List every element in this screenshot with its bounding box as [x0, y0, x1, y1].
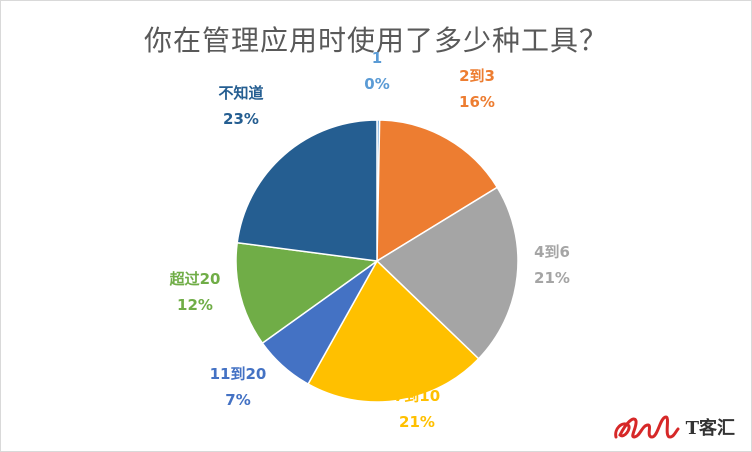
pie-slices	[235, 119, 519, 403]
pie-slice-2	[375, 186, 519, 360]
pie-slice-6	[236, 119, 378, 262]
pie-slice-5	[235, 241, 379, 345]
slice-category-label-5: 超过20	[169, 270, 221, 288]
slice-category-label-6: 不知道	[218, 84, 263, 102]
watermark: T客汇	[612, 411, 735, 443]
slice-value-label-3: 21%	[399, 413, 435, 431]
red-cursive-logo-icon	[613, 415, 680, 439]
slice-value-label-2: 21%	[534, 269, 570, 287]
pie-labels: 1 0% 2到3 16% 4到6 21% 7到10 21% 11到20 7% 超过20 12% 不知道 2…	[169, 49, 570, 431]
slice-category-label-1: 2到3	[459, 67, 495, 85]
slice-category-label-4: 11到20	[210, 365, 267, 383]
pie-slice-3	[307, 259, 480, 403]
pie-slice-1	[376, 119, 499, 263]
slice-category-label-0: 1	[372, 49, 382, 67]
slice-category-label-2: 4到6	[534, 243, 570, 261]
slice-category-label-3: 7到10	[394, 387, 440, 405]
slice-value-label-5: 12%	[177, 296, 213, 314]
slice-value-label-4: 7%	[225, 391, 250, 409]
slice-value-label-6: 23%	[223, 110, 259, 128]
slice-value-label-1: 16%	[459, 93, 495, 111]
chart-title: 你在管理应用时使用了多少种工具？	[143, 24, 608, 57]
slice-value-label-0: 0%	[364, 75, 389, 93]
watermark-text: T客汇	[685, 418, 735, 439]
